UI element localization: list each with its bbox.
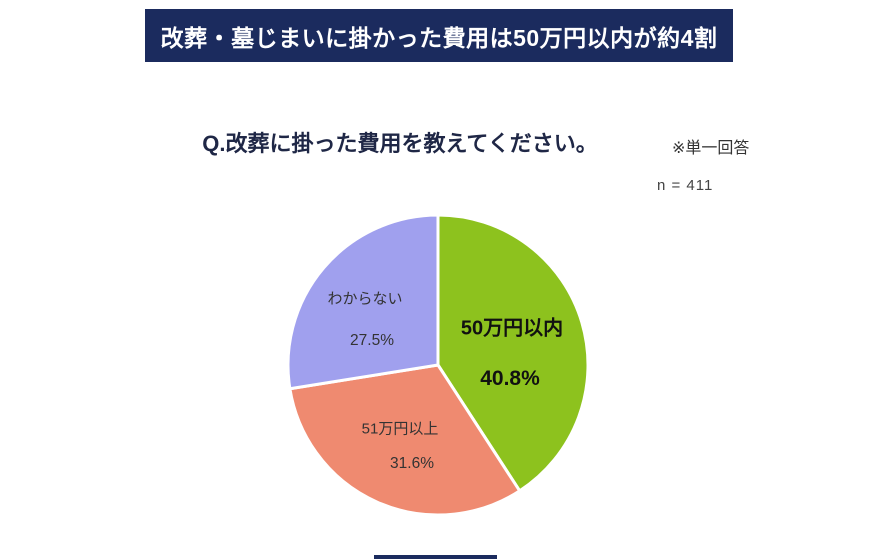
pie-chart: 50万円以内 40.8% 51万円以上 31.6% わからない 27.5% (285, 212, 591, 518)
slice-value-51man-ijou: 31.6% (390, 455, 434, 472)
pie-slice (286, 213, 440, 391)
pie-svg (286, 213, 590, 517)
next-section-edge (374, 555, 497, 559)
header-title: 改葬・墓じまいに掛かった費用は50万円以内が約4割 (160, 24, 718, 51)
slice-value-50man-inai: 40.8% (480, 367, 540, 390)
sample-size: n = 411 (657, 177, 714, 194)
slice-label-50man-inai: 50万円以内 (460, 317, 564, 340)
pie-slice (288, 363, 522, 517)
slice-label-wakaranai: わからない (327, 290, 403, 308)
header-banner: 改葬・墓じまいに掛かった費用は50万円以内が約4割 (145, 9, 733, 62)
question-title: Q.改葬に掛った費用を教えてください。 (202, 131, 598, 156)
answer-type-note: ※単一回答 (672, 140, 750, 157)
slice-label-51man-ijou: 51万円以上 (361, 420, 439, 438)
slice-value-wakaranai: 27.5% (350, 332, 394, 349)
